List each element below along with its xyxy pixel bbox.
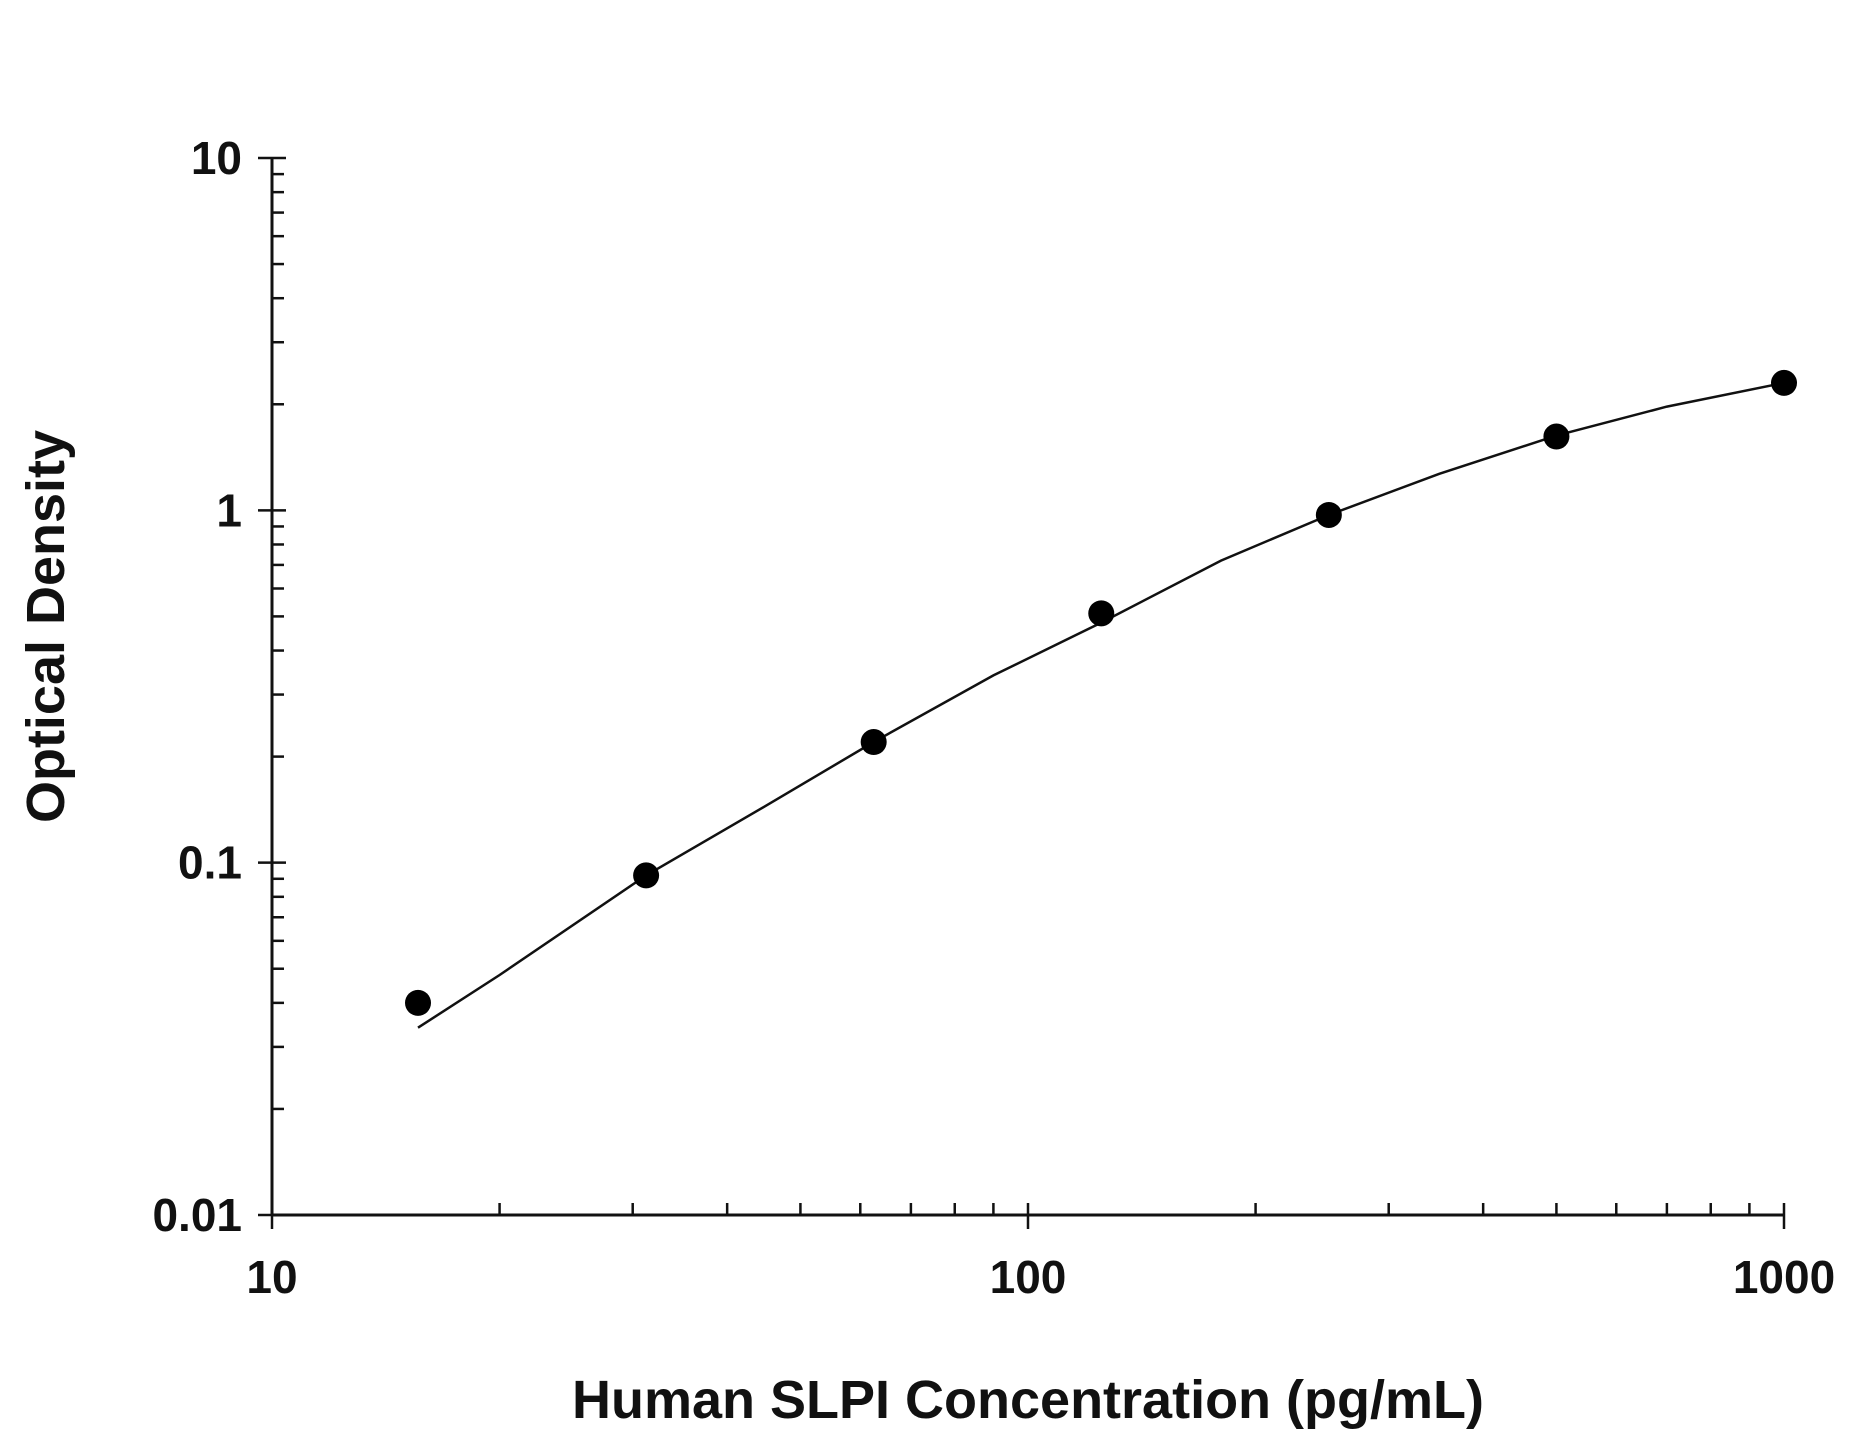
data-point	[1771, 369, 1797, 396]
axes	[270, 158, 1784, 1217]
ticks	[258, 156, 1786, 1229]
y-axis-title: Optical Density	[16, 430, 76, 823]
y-tick-label: 1	[216, 484, 242, 536]
data-point	[405, 989, 432, 1016]
data-points	[405, 369, 1797, 1016]
data-point	[633, 862, 660, 889]
x-tick-label: 100	[990, 1251, 1067, 1303]
y-tick-label: 10	[191, 132, 242, 184]
data-point	[1088, 600, 1115, 627]
x-tick-label: 1000	[1733, 1251, 1835, 1303]
data-point	[1543, 423, 1570, 450]
x-tick-label: 10	[246, 1251, 297, 1303]
fit-curve	[417, 381, 1785, 1029]
x-axis-title: Human SLPI Concentration (pg/mL)	[572, 1370, 1484, 1430]
y-tick-label: 0.1	[178, 837, 242, 889]
y-tick-label: 0.01	[152, 1189, 242, 1241]
data-point	[860, 729, 887, 756]
data-point	[1315, 501, 1342, 528]
tick-labels: 0.01 0.1 1 10 10 100 1000	[152, 132, 1835, 1303]
